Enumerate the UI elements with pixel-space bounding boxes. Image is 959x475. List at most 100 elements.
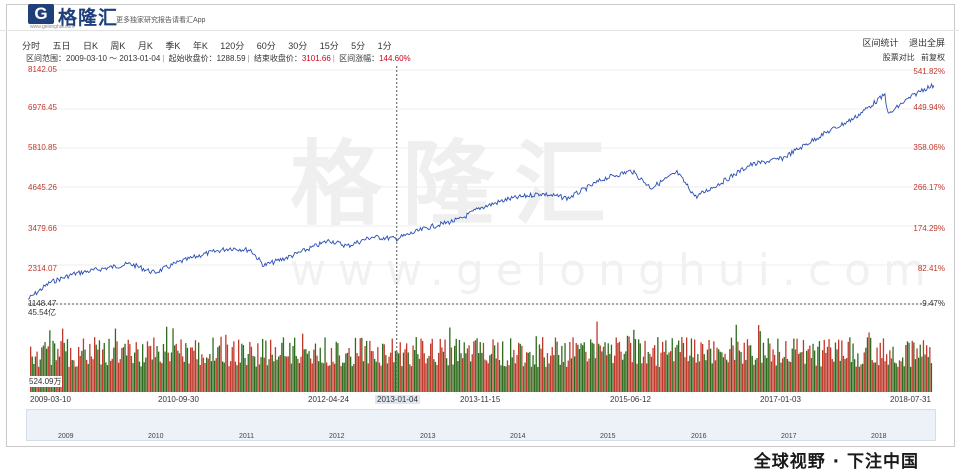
volume-bar	[790, 361, 792, 392]
volume-bar	[455, 338, 457, 392]
volume-bar	[60, 341, 62, 392]
volume-bar	[302, 333, 304, 392]
volume-bar	[471, 354, 473, 392]
period-15min[interactable]: 15分	[319, 41, 339, 51]
period-weekly[interactable]: 周K	[110, 41, 126, 51]
volume-bar	[252, 355, 254, 392]
period-120min[interactable]: 120分	[220, 41, 245, 51]
volume-bar	[148, 346, 150, 392]
volume-bar	[886, 354, 888, 392]
volume-bar	[66, 339, 69, 392]
volume-bar	[551, 346, 553, 392]
price-tick: 8142.05	[28, 65, 57, 74]
volume-bar	[678, 340, 680, 392]
volume-bar	[884, 361, 886, 392]
price-line	[27, 82, 935, 300]
period-yearly[interactable]: 年K	[192, 41, 208, 51]
volume-bar	[826, 346, 829, 392]
volume-bar	[287, 356, 289, 392]
volume-bar	[114, 328, 117, 392]
volume-bar	[130, 356, 133, 392]
volume-bar	[420, 338, 422, 392]
volume-bar	[730, 337, 733, 392]
volume-bar	[564, 343, 566, 392]
volume-bar	[615, 337, 617, 392]
period-5day[interactable]: 五日	[52, 41, 71, 51]
period-monthly[interactable]: 月K	[137, 41, 153, 51]
volume-bar	[625, 351, 627, 392]
period-fenshi[interactable]: 分时	[22, 41, 41, 51]
date-tick: 2009-03-10	[30, 395, 71, 404]
volume-bar	[289, 342, 291, 392]
volume-bar	[241, 343, 243, 392]
period-60min[interactable]: 60分	[256, 41, 276, 51]
volume-bar	[890, 358, 893, 392]
range-navigator[interactable]	[26, 409, 936, 441]
volume-bar	[222, 361, 224, 392]
volume-bar	[124, 343, 126, 392]
volume-bar	[458, 340, 461, 392]
volume-bar	[92, 359, 94, 392]
volume-bar	[639, 343, 641, 392]
volume-bar	[554, 337, 557, 392]
volume-bar	[398, 353, 400, 392]
volume-bar	[484, 359, 486, 392]
volume-bar	[598, 343, 600, 392]
price-tick: 1148.47	[28, 299, 57, 308]
range-stats-button[interactable]: 区间统计	[862, 38, 899, 48]
period-1min[interactable]: 1分	[377, 41, 392, 51]
volume-bar	[914, 359, 917, 392]
volume-bar	[386, 363, 389, 392]
period-30min[interactable]: 30分	[288, 41, 308, 51]
volume-bar	[732, 345, 734, 392]
volume-bar	[182, 356, 184, 392]
volume-bar	[183, 361, 185, 392]
volume-bar	[274, 347, 277, 392]
volume-bar	[721, 352, 723, 392]
date-tick: 2012-04-24	[308, 395, 349, 404]
volume-bar	[658, 366, 661, 392]
compare-button[interactable]: 股票对比	[882, 53, 915, 62]
adjust-button[interactable]: 前复权	[921, 53, 945, 62]
pct-tick: 358.06%	[913, 143, 945, 152]
volume-bar	[692, 357, 694, 392]
volume-bar	[121, 348, 123, 392]
volume-bar	[546, 353, 549, 392]
period-daily[interactable]: 日K	[82, 41, 98, 51]
exit-fullscreen-button[interactable]: 退出全屏	[908, 38, 945, 48]
volume-bar	[764, 355, 766, 392]
volume-bar	[863, 352, 865, 392]
volume-bar	[418, 358, 421, 392]
volume-bar	[169, 361, 171, 392]
volume-bar	[686, 337, 688, 392]
volume-bar	[577, 344, 579, 392]
volume-bar	[742, 363, 744, 392]
volume-bar	[118, 362, 120, 392]
volume-bar	[530, 366, 533, 392]
volume-bar	[79, 355, 81, 392]
volume-bar	[510, 338, 512, 392]
volume-bar	[238, 339, 240, 392]
volume-bar	[494, 345, 496, 392]
volume-bar	[476, 338, 478, 392]
volume-bar	[585, 351, 587, 392]
volume-bar	[812, 343, 814, 392]
volume-bar	[276, 359, 278, 392]
volume-bar	[145, 357, 147, 392]
volume-bar	[574, 356, 576, 392]
volume-bar	[793, 338, 795, 392]
volume-bar	[105, 362, 107, 392]
volume-bar	[167, 352, 169, 392]
period-quarterly[interactable]: 季K	[165, 41, 181, 51]
volume-bar	[502, 341, 504, 392]
volume-bar	[322, 363, 325, 392]
navigator-year: 2011	[239, 433, 255, 440]
volume-bar	[428, 355, 430, 392]
volume-bar	[314, 343, 317, 392]
volume-bar	[271, 354, 273, 392]
period-5min[interactable]: 5分	[351, 41, 366, 51]
volume-bar	[321, 362, 323, 392]
volume-bar	[52, 340, 54, 392]
volume-bar	[814, 350, 816, 392]
volume-bar	[806, 350, 808, 392]
